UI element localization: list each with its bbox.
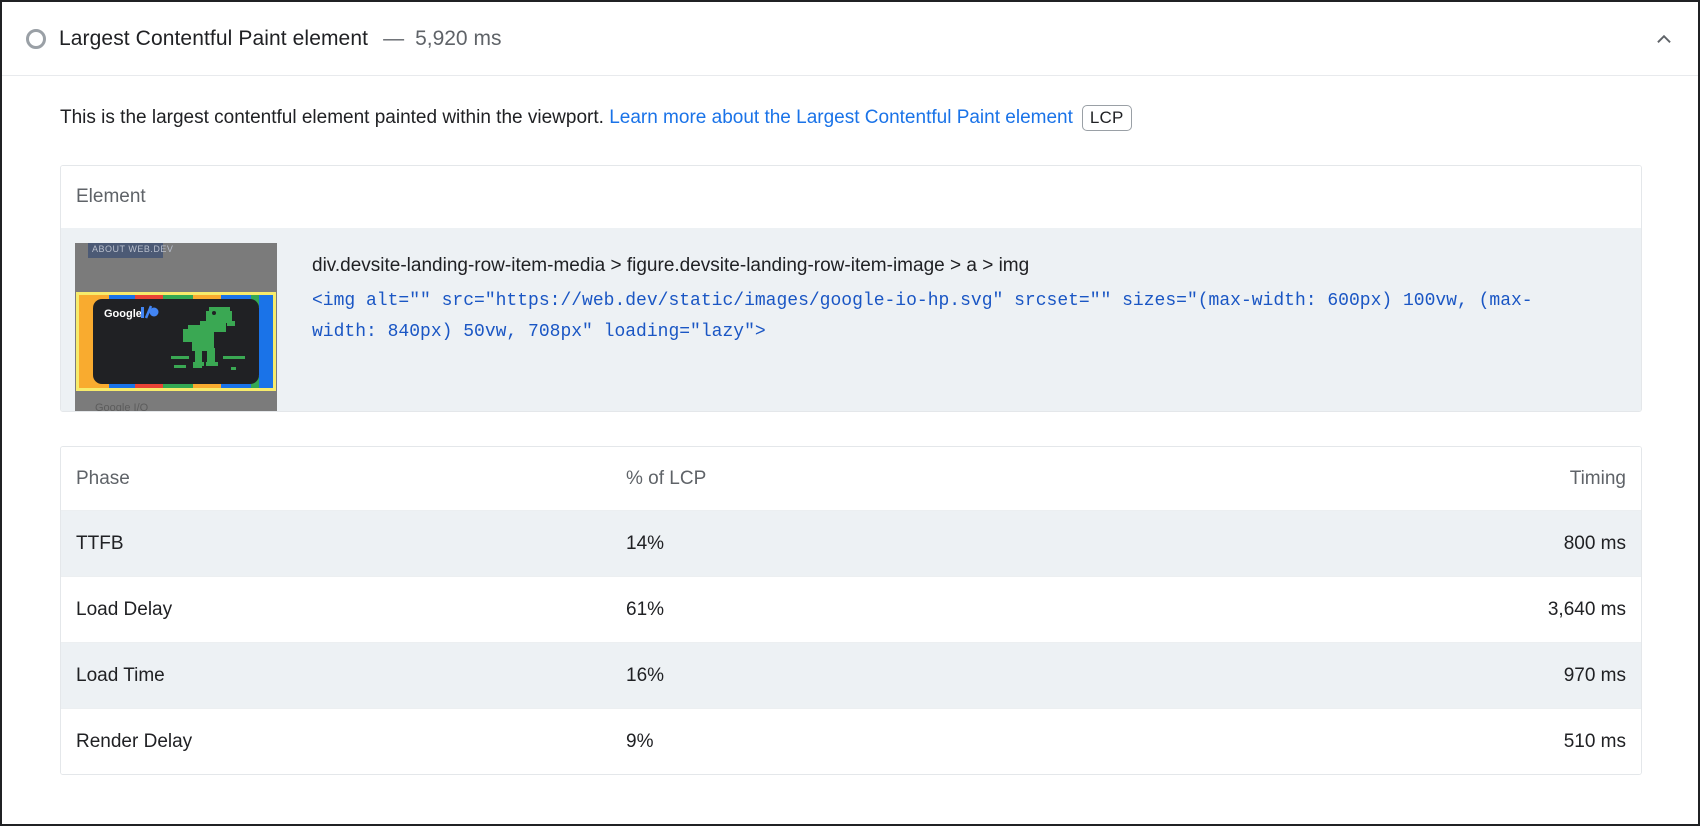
cell-timing: 800 ms — [1563, 532, 1626, 554]
cell-timing: 970 ms — [1563, 664, 1626, 686]
status-badge: LCP — [1081, 105, 1132, 132]
column-header-element: Element — [76, 186, 146, 208]
description-text: This is the largest contentful element p… — [60, 106, 610, 128]
element-table-header-row: Element — [61, 166, 1641, 229]
element-html-snippet: <img alt="" src="https://web.dev/static/… — [312, 291, 1533, 342]
element-table-row: ABOUT WEB.DEV — [61, 228, 1641, 412]
cell-phase: Load Time — [76, 664, 165, 686]
table-row: Render Delay 9% 510 ms — [61, 708, 1641, 775]
circle-outline-icon — [26, 28, 46, 49]
element-details: div.devsite-landing-row-item-media > fig… — [277, 243, 1552, 348]
cell-percent: 14% — [626, 532, 665, 554]
cell-timing: 510 ms — [1563, 730, 1626, 752]
lcp-element-thumbnail[interactable]: ABOUT WEB.DEV — [75, 243, 277, 412]
cell-percent: 16% — [626, 664, 665, 686]
cell-phase: Render Delay — [76, 730, 193, 752]
cell-timing: 3,640 ms — [1547, 598, 1626, 620]
learn-more-link[interactable]: Learn more about the Largest Contentful … — [609, 106, 1073, 128]
phase-table-header-row: Phase % of LCP Timing — [61, 447, 1641, 511]
chevron-up-icon[interactable] — [1646, 21, 1682, 57]
cell-percent: 61% — [626, 598, 665, 620]
page-title: Largest Contentful Paint element — [59, 26, 369, 50]
table-row: Load Time 16% 970 ms — [61, 642, 1641, 709]
column-header-timing: Timing — [1569, 467, 1626, 489]
svg-text:Google: Google — [104, 308, 142, 320]
audit-header[interactable]: Largest Contentful Paint element — 5,920… — [2, 2, 1698, 76]
table-row: TTFB 14% 800 ms — [61, 510, 1641, 577]
column-header-percent-of-lcp: % of LCP — [626, 467, 707, 489]
audit-body: This is the largest contentful element p… — [2, 76, 1698, 776]
phase-table: Phase % of LCP Timing TTFB 14% 800 ms Lo… — [60, 446, 1642, 776]
column-header-phase: Phase — [76, 467, 130, 489]
audit-description: This is the largest contentful element p… — [26, 76, 1676, 132]
element-selector-path: div.devsite-landing-row-item-media > fig… — [312, 255, 1030, 277]
audit-metric-value: 5,920 ms — [415, 26, 502, 50]
cell-phase: TTFB — [76, 532, 124, 554]
element-table: Element ABOUT WEB.DEV — [60, 165, 1642, 413]
cell-percent: 9% — [626, 730, 654, 752]
svg-text:Google I/O: Google I/O — [95, 402, 149, 411]
title-separator: — — [383, 26, 405, 50]
cell-phase: Load Delay — [76, 598, 173, 620]
table-row: Load Delay 61% 3,640 ms — [61, 576, 1641, 643]
svg-text:ABOUT WEB.DEV: ABOUT WEB.DEV — [92, 244, 173, 254]
